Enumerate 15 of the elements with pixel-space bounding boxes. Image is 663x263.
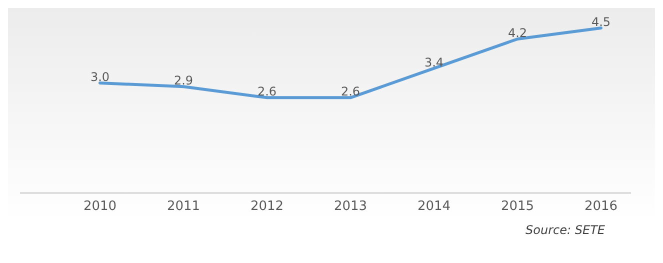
data-label: 4.2	[508, 26, 528, 40]
x-tick-label: 2011	[166, 199, 200, 214]
source-note: Source: SETE	[524, 223, 606, 237]
data-label: 2.6	[257, 84, 277, 99]
data-label: 2.6	[340, 84, 360, 99]
x-tick-label: 2014	[417, 199, 451, 214]
x-tick-label: 2010	[83, 199, 117, 214]
data-label: 3.4	[424, 55, 444, 70]
x-tick-label: 2013	[334, 199, 368, 214]
x-tick-label: 2016	[584, 199, 618, 214]
x-tick-label: 2012	[250, 199, 284, 214]
x-tick-label: 2015	[500, 199, 534, 214]
data-label: 4.5	[591, 15, 611, 29]
data-label: 2.9	[174, 74, 194, 88]
data-label: 3.0	[90, 70, 110, 84]
